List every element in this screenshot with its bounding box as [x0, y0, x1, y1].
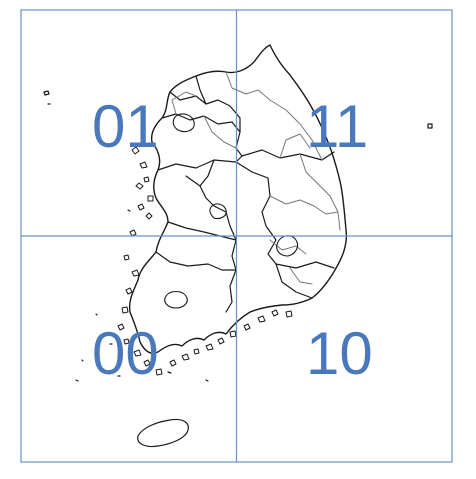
district-boundary — [269, 195, 339, 215]
inner-region-ring — [164, 290, 188, 309]
province-boundary — [185, 175, 201, 187]
coast-islands — [117, 146, 154, 345]
district-boundary — [269, 239, 307, 255]
inner-region-ring — [276, 235, 299, 257]
tile-grid — [20, 9, 453, 463]
province-boundary — [275, 263, 313, 299]
province-boundary — [195, 75, 207, 105]
province-boundary — [155, 251, 237, 271]
province-boundary — [157, 155, 243, 171]
quadrant-label-top-left: 01 — [92, 93, 159, 160]
province-boundary — [235, 161, 335, 269]
district-boundary — [171, 91, 197, 115]
province-boundary — [199, 159, 237, 241]
inner-region-ring — [172, 113, 195, 133]
district-boundary — [289, 267, 313, 285]
scattered-islands — [43, 90, 433, 382]
quadrant-label-bottom-right: 10 — [306, 320, 373, 387]
quadrant-label-top-right: 11 — [306, 93, 368, 160]
district-boundary — [299, 153, 341, 231]
district-boundary — [203, 115, 237, 149]
inner-region-ring — [209, 203, 227, 220]
province-boundary — [167, 221, 237, 313]
district-boundary — [279, 133, 311, 159]
mainland-coastline — [128, 44, 348, 354]
province-boundary — [169, 91, 241, 133]
quadrant-label-bottom-left: 00 — [92, 320, 159, 387]
jeju-island — [137, 418, 189, 448]
